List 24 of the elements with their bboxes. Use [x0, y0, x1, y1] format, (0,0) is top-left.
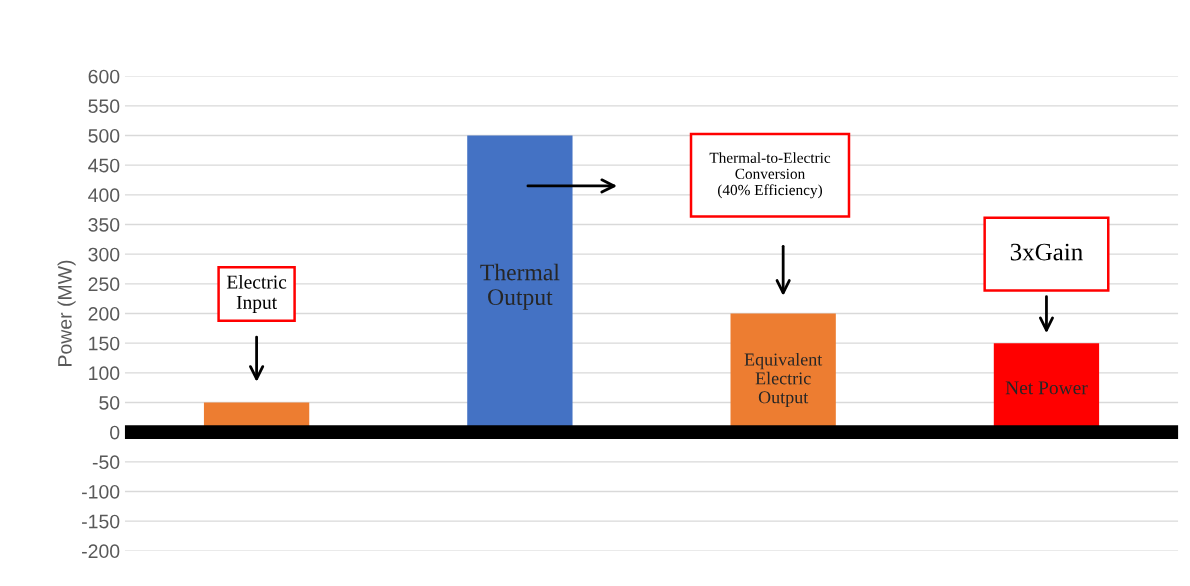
y-tick-label: -50: [92, 455, 120, 470]
y-tick-label: 500: [88, 128, 120, 143]
y-tick-label: 450: [88, 158, 120, 173]
y-tick-label: -200: [82, 544, 120, 559]
y-tick-label: 600: [88, 69, 120, 84]
y-axis-title: Power (MW): [57, 260, 76, 366]
y-tick-label: 400: [88, 188, 120, 203]
y-tick-label: 100: [89, 366, 120, 381]
y-tick-label: -100: [82, 484, 120, 499]
y-tick-label: 200: [88, 306, 120, 321]
annotation: 3xGain: [1010, 243, 1083, 261]
y-tick-label: 250: [88, 277, 120, 292]
y-tick-label: 50: [99, 395, 120, 410]
annotation: Thermal Output: [480, 263, 560, 310]
annotation: Equivalent Electric Output: [744, 352, 823, 408]
annotation: Net Power: [1005, 381, 1088, 395]
y-tick-label: 150: [89, 336, 120, 351]
y-tick-label: 300: [88, 247, 120, 262]
y-tick-label: -150: [82, 514, 120, 529]
y-tick-label: 0: [110, 425, 120, 440]
annotation: Thermal-to-Electric Conversion (40% Efficiency): [709, 152, 831, 199]
annotation: Electric Input: [226, 274, 287, 313]
y-tick-label: 350: [88, 217, 120, 232]
y-tick-label: 550: [88, 99, 120, 114]
